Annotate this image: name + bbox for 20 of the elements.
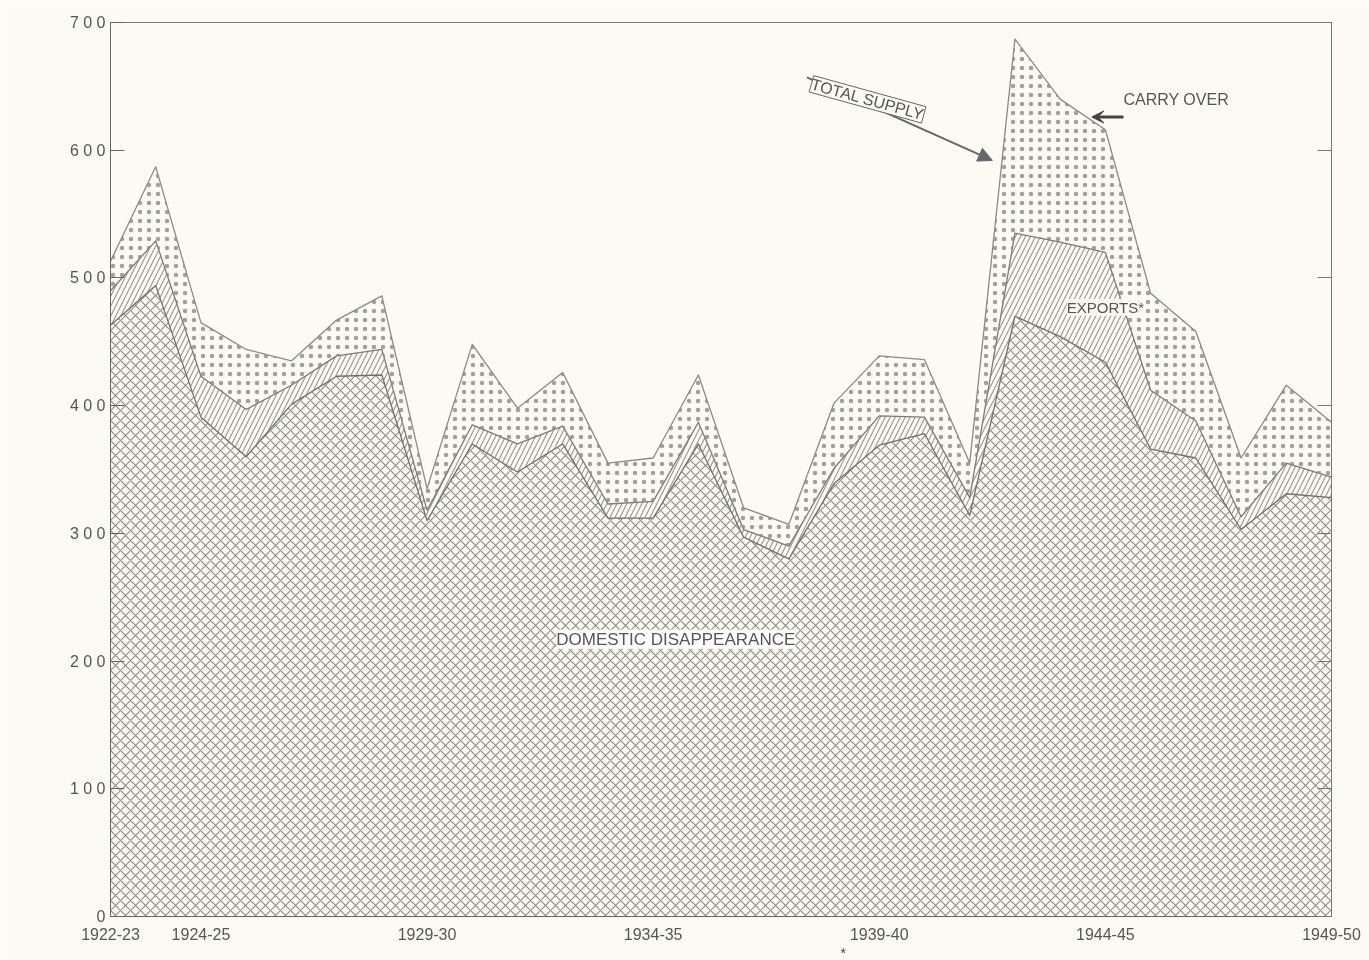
y-tick-label: 7 0 0 <box>69 14 106 31</box>
x-tick-label: 1939-40 <box>849 925 909 943</box>
y-tick-label: 3 0 0 <box>69 524 106 542</box>
y-tick-label: 6 0 0 <box>69 141 106 159</box>
y-tick-label: 5 0 0 <box>69 269 106 287</box>
series-label: CARRY OVER <box>1123 91 1229 109</box>
y-tick-label: 1 0 0 <box>69 780 106 798</box>
annotation: TOTAL SUPPLY <box>809 75 926 123</box>
x-tick-label: 1949-50 <box>1302 925 1361 943</box>
x-tick-label: 1934-35 <box>623 925 683 943</box>
x-tick-label: 1929-30 <box>397 925 457 943</box>
y-tick-label: 0 <box>96 908 106 925</box>
y-tick-label: 4 0 0 <box>69 397 106 415</box>
x-tick-label: 1922-23 <box>81 925 140 943</box>
series-label: EXPORTS* <box>1066 298 1145 316</box>
series-label: DOMESTIC DISAPPEARANCE <box>556 629 796 649</box>
y-tick-label: 2 0 0 <box>69 652 106 670</box>
text: * <box>840 944 847 960</box>
x-tick-label: 1944-45 <box>1076 925 1135 943</box>
x-tick-label: 1924-25 <box>171 925 231 943</box>
